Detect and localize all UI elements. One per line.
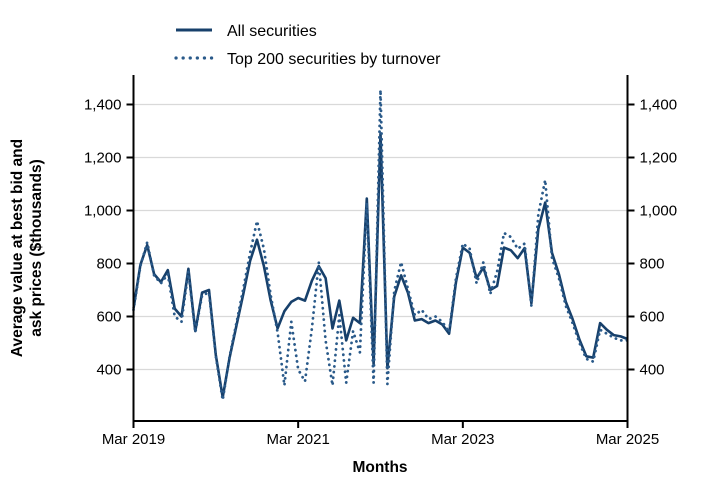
y-tick-label-right: 1,000: [640, 203, 678, 220]
y-tick-label-right: 600: [640, 309, 665, 326]
y-axis-title-line-2: ask prices ($thousands): [28, 159, 45, 336]
legend-label-top-200: Top 200 securities by turnover: [227, 51, 441, 68]
y-tick-label-right: 400: [640, 362, 665, 379]
y-tick-label-right: 1,200: [640, 150, 678, 167]
y-axis-title-line-1: Average value at best bid and: [9, 139, 26, 357]
x-axis-title: Months: [352, 459, 407, 476]
legend-label-all-securities: All securities: [227, 23, 317, 40]
y-tick-label-right: 800: [640, 256, 665, 273]
plot-area: 400 400 600 600 800 800 1,000 1,000 1,200 1,200 1,…: [84, 75, 677, 448]
y-tick-label-left: 1,000: [84, 203, 122, 220]
x-tick-label: Mar 2019: [102, 431, 165, 448]
y-tick-label-left: 1,200: [84, 150, 122, 167]
y-tick-label-right: 1,400: [640, 97, 678, 114]
y-tick-label-left: 1,400: [84, 97, 122, 114]
series-line-all-securities: [132, 132, 628, 399]
legend: All securities Top 200 securities by tur…: [174, 23, 441, 68]
x-tick-label: Mar 2025: [596, 431, 659, 448]
y-tick-label-left: 400: [96, 362, 121, 379]
x-tick-label: Mar 2023: [431, 431, 494, 448]
y-axis-title: Average value at best bid and ask prices…: [9, 139, 45, 357]
series-line-top-200: [132, 88, 629, 402]
x-tick-label: Mar 2021: [266, 431, 329, 448]
y-tick-label-left: 600: [96, 309, 121, 326]
y-tick-label-left: 800: [96, 256, 121, 273]
